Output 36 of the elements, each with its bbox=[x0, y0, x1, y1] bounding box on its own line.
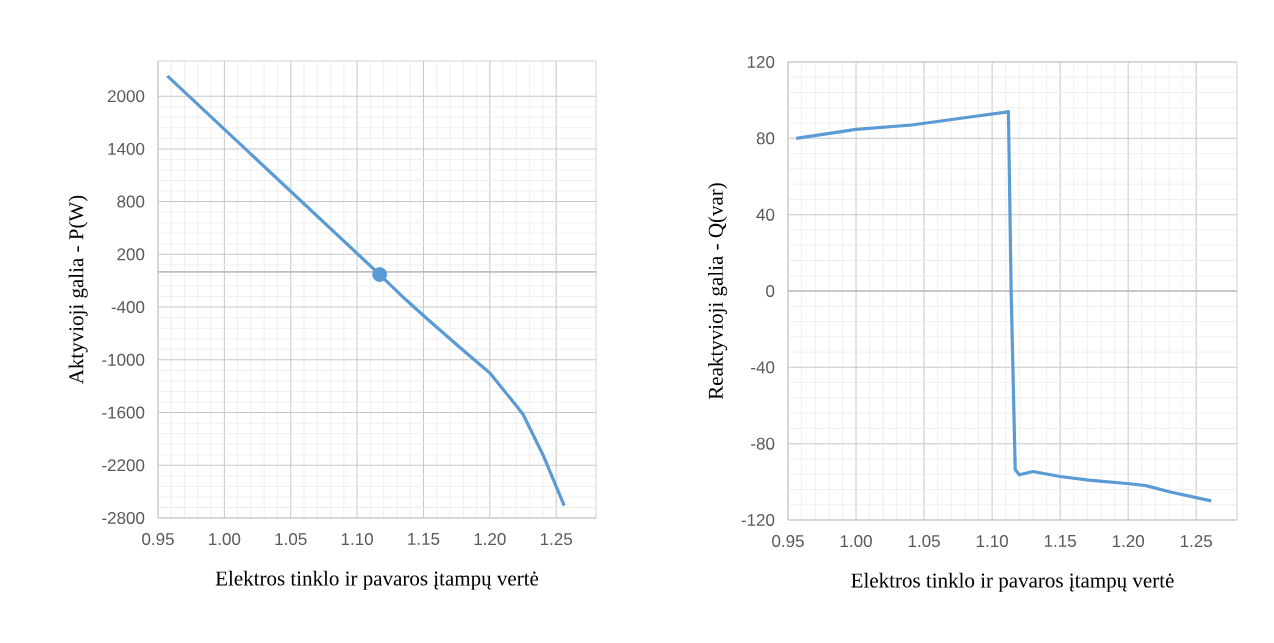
y-tick-label: -1600 bbox=[102, 406, 145, 419]
y-tick-label: 0 bbox=[766, 284, 775, 298]
y-tick-label: 80 bbox=[756, 132, 775, 145]
x-tick-label: 1.05 bbox=[275, 533, 307, 546]
y-tick-label: 2000 bbox=[107, 90, 145, 103]
y-tick-label: 800 bbox=[117, 195, 145, 208]
y-tick-label: -2200 bbox=[102, 459, 145, 472]
x-axis-title: Elektros tinklo ir pavaros įtampų vertė bbox=[851, 572, 1174, 592]
y-tick-label: 40 bbox=[756, 208, 775, 221]
x-tick-label: 1.20 bbox=[1112, 535, 1145, 548]
x-tick-label: 1.00 bbox=[840, 535, 872, 548]
x-tick-label: 0.95 bbox=[142, 533, 174, 546]
y-tick-label: -120 bbox=[741, 513, 775, 527]
y-axis-title: Reaktyvioji galia - Q(var) bbox=[708, 183, 728, 400]
x-tick-label: 1.15 bbox=[408, 533, 440, 545]
x-tick-label: 1.00 bbox=[209, 533, 241, 546]
x-tick-label: 1.10 bbox=[341, 533, 373, 546]
x-tick-label: 1.25 bbox=[1180, 535, 1213, 548]
x-tick-label: 1.10 bbox=[976, 535, 1008, 548]
y-tick-label: -2800 bbox=[102, 511, 145, 525]
x-tick-label: 1.20 bbox=[474, 533, 506, 546]
x-tick-label: 1.15 bbox=[1044, 535, 1076, 547]
y-tick-label: -40 bbox=[751, 361, 775, 374]
y-tick-label: -1000 bbox=[102, 353, 145, 366]
x-axis-title: Elektros tinklo ir pavaros įtampų vertė bbox=[215, 570, 539, 590]
x-tick-label: 1.05 bbox=[908, 535, 940, 548]
y-axis-title: Aktyvioji galia - P(W) bbox=[68, 195, 88, 385]
y-tick-label: 1400 bbox=[108, 142, 145, 155]
x-tick-label: 1.25 bbox=[540, 533, 573, 546]
x-tick-label: 0.95 bbox=[772, 535, 804, 548]
y-tick-label: 200 bbox=[117, 248, 145, 261]
y-tick-label: -400 bbox=[111, 301, 145, 314]
line-series bbox=[794, 110, 1213, 503]
y-tick-label: -80 bbox=[751, 437, 775, 450]
line-series bbox=[165, 74, 566, 508]
y-tick-label: 120 bbox=[747, 55, 775, 69]
